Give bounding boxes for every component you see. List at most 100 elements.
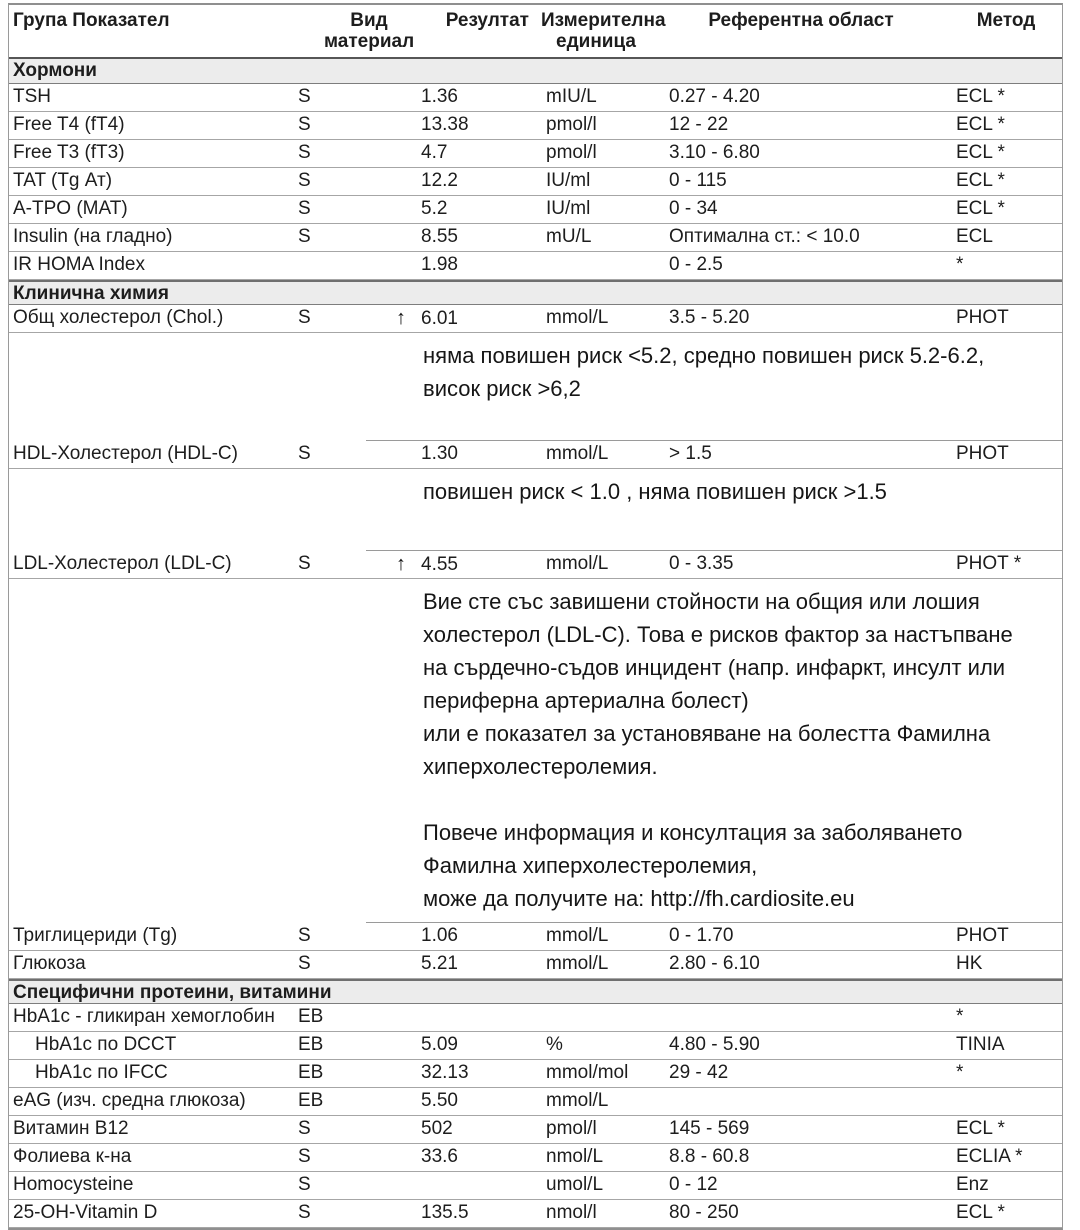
row-reference-range: 80 - 250: [669, 1202, 739, 1223]
row-result: 5.09: [396, 1032, 566, 1058]
column-header-method: Метод: [976, 10, 1036, 31]
result-value: 5.09: [421, 1034, 458, 1055]
row-indicator-name: eAG (изч. средна глюкоза): [13, 1090, 246, 1111]
result-value: 13.38: [421, 114, 469, 135]
row-result: 1.30: [396, 441, 566, 467]
table-row: Глюкоза S 5.21 mmol/L 2.80 - 6.10 HK: [9, 951, 1062, 979]
row-result: 502: [396, 1116, 566, 1142]
row-method: ECL *: [956, 1118, 1005, 1139]
row-indicator-name: 25-OH-Vitamin D: [13, 1202, 158, 1223]
row-reference-range: 145 - 569: [669, 1118, 750, 1139]
section-title: Хормони: [13, 60, 97, 81]
row-material-type: S: [298, 226, 311, 247]
row-measurement-unit: mmol/L: [546, 443, 609, 464]
column-header-material-type: Вид материал: [324, 10, 415, 52]
result-comment-block: повишен риск < 1.0 , няма повишен риск >…: [9, 469, 1062, 551]
row-measurement-unit: mmol/L: [546, 1090, 609, 1111]
row-result: [396, 1172, 566, 1198]
row-measurement-unit: nmol/L: [546, 1146, 604, 1167]
row-reference-range: 3.5 - 5.20: [669, 307, 750, 328]
row-reference-range: 3.10 - 6.80: [669, 142, 760, 163]
row-reference-range: 0 - 12: [669, 1174, 718, 1195]
row-material-type: S: [298, 953, 311, 974]
section-title: Специфични протеини, витамини: [13, 982, 332, 1003]
row-method: ECL *: [956, 170, 1005, 191]
table-row: 25-OH-Vitamin D S 135.5 nmol/l 80 - 250 ECL *: [9, 1200, 1062, 1228]
result-value: 12.2: [421, 170, 458, 191]
row-indicator-name: Insulin (на гладно): [13, 226, 173, 247]
row-reference-range: 29 - 42: [669, 1062, 729, 1083]
row-material-type: S: [298, 198, 311, 219]
row-reference-range: 12 - 22: [669, 114, 729, 135]
row-method: PHOT: [956, 443, 1009, 464]
row-measurement-unit: nmol/l: [546, 1202, 597, 1223]
row-method: *: [956, 1006, 964, 1027]
row-method: ECL: [956, 226, 993, 247]
result-value: 135.5: [421, 1202, 469, 1223]
section-header-row: Хормони: [9, 59, 1062, 84]
result-comment-text: Вие сте със завишени стойности на общия …: [423, 589, 1013, 911]
row-material-type: S: [298, 1202, 311, 1223]
row-indicator-name: Фолиева к-на: [13, 1146, 132, 1167]
row-method: TINIA: [956, 1034, 1005, 1055]
row-indicator-name: Триглицериди (Tg): [13, 925, 178, 946]
result-value: 1.06: [421, 925, 458, 946]
row-measurement-unit: pmol/l: [546, 114, 597, 135]
row-reference-range: 0 - 1.70: [669, 925, 734, 946]
table-row: Витамин B12 S 502 pmol/l 145 - 569 ECL *: [9, 1116, 1062, 1144]
row-reference-range: 0 - 115: [669, 170, 727, 191]
table-header-row: Група Показател Вид материал Резултат Из…: [9, 5, 1062, 59]
row-method: ECL *: [956, 198, 1005, 219]
row-reference-range: > 1.5: [669, 443, 712, 464]
column-header-indicator-group: Група Показател: [13, 10, 170, 31]
row-measurement-unit: mmol/L: [546, 953, 609, 974]
result-value: 33.6: [421, 1146, 458, 1167]
table-row: HDL-Холестерол (HDL-C) S 1.30 mmol/L > 1.5 PH…: [9, 441, 1062, 469]
result-value: 8.55: [421, 226, 458, 247]
row-result: 1.98: [396, 252, 566, 278]
table-row: IR HOMA Index 1.98 0 - 2.5 *: [9, 252, 1062, 280]
table-row: Триглицериди (Tg) S 1.06 mmol/L 0 - 1.70 PHOT: [9, 923, 1062, 951]
row-reference-range: 0 - 2.5: [669, 254, 723, 275]
row-indicator-name: Глюкоза: [13, 953, 86, 974]
row-measurement-unit: umol/L: [546, 1174, 604, 1195]
row-method: ECL *: [956, 1202, 1005, 1223]
row-result: 12.2: [396, 168, 566, 194]
section-header-row: Специфични протеини, витамини: [9, 979, 1062, 1004]
row-method: Enz: [956, 1174, 989, 1195]
result-comment-text: няма повишен риск <5.2, средно повишен р…: [423, 343, 985, 401]
table-row: Общ холестерол (Chol.) S ↑ 6.01 mmol/L 3.5 - …: [9, 305, 1062, 333]
row-result: ↑ 4.55: [396, 551, 566, 578]
column-header-measurement-unit: Измерителна единица: [541, 10, 666, 52]
row-method: *: [956, 254, 964, 275]
row-result: 33.6: [396, 1144, 566, 1170]
table-row: Free T4 (fT4) S 13.38 pmol/l 12 - 22 ECL *: [9, 112, 1062, 140]
row-result: 1.06: [396, 923, 566, 949]
row-indicator-name: TAT (Tg Ат): [13, 170, 113, 191]
row-material-type: S: [298, 443, 311, 464]
row-method: ECL *: [956, 86, 1005, 107]
row-reference-range: 0.27 - 4.20: [669, 86, 760, 107]
row-indicator-name: A-TPO (MAT): [13, 198, 128, 219]
row-reference-range: 0 - 3.35: [669, 553, 734, 574]
result-value: 5.21: [421, 953, 458, 974]
row-result: 1.36: [396, 84, 566, 110]
row-material-type: S: [298, 1118, 311, 1139]
row-measurement-unit: IU/ml: [546, 170, 591, 191]
row-material-type: S: [298, 1146, 311, 1167]
row-indicator-name: Homocysteine: [13, 1174, 134, 1195]
section-title: Клинична химия: [13, 283, 169, 304]
row-material-type: S: [298, 142, 311, 163]
table-row: Free T3 (fT3) S 4.7 pmol/l 3.10 - 6.80 ECL *: [9, 140, 1062, 168]
row-method: ECL *: [956, 114, 1005, 135]
result-value: 1.98: [421, 254, 458, 275]
result-value: 4.55: [421, 554, 458, 575]
lab-results-table: Група Показател Вид материал Резултат Из…: [8, 3, 1063, 1230]
result-comment-block: няма повишен риск <5.2, средно повишен р…: [9, 333, 1062, 441]
row-measurement-unit: mIU/L: [546, 86, 597, 107]
row-indicator-name: HDL-Холестерол (HDL-C): [13, 443, 238, 464]
row-method: PHOT: [956, 925, 1009, 946]
row-measurement-unit: pmol/l: [546, 1118, 597, 1139]
row-indicator-name: Витамин B12: [13, 1118, 129, 1139]
row-result: ↑ 6.01: [396, 305, 566, 332]
